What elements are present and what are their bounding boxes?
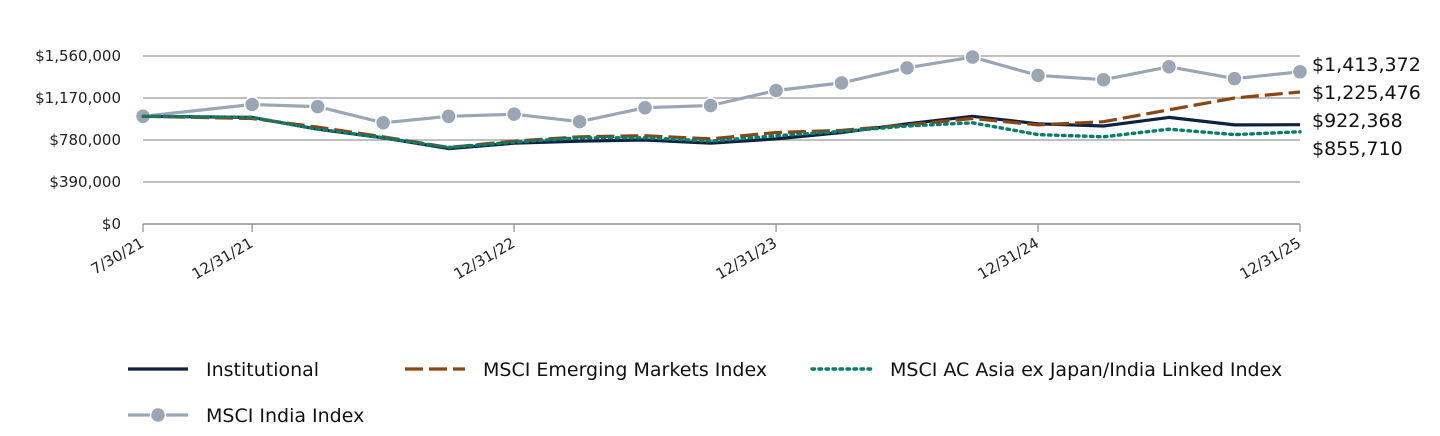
data-point-marker <box>1095 71 1112 88</box>
x-tick-label: 12/31/21 <box>189 234 256 283</box>
y-tick-label: $1,560,000 <box>35 47 121 65</box>
legend: Institutional MSCI Emerging Markets Index… <box>128 359 1282 427</box>
data-point-marker <box>833 74 850 92</box>
end-value-label: $1,225,476 <box>1312 82 1421 104</box>
data-point-marker <box>898 59 916 77</box>
data-point-marker <box>1160 58 1178 76</box>
data-point-marker <box>440 108 457 125</box>
legend-item: Institutional <box>128 359 319 381</box>
data-point-marker <box>374 114 392 132</box>
data-point-marker <box>702 97 719 114</box>
x-tick-label: 7/30/21 <box>88 234 147 279</box>
y-tick-label: $0 <box>102 215 121 233</box>
legend-label: MSCI Emerging Markets Index <box>483 359 767 381</box>
y-tick-label: $780,000 <box>49 131 121 149</box>
end-label-layer: $1,413,372 $1,225,476 $922,368 $855,710 <box>1312 54 1421 160</box>
end-value-label: $922,368 <box>1312 110 1403 132</box>
data-point-marker <box>1226 70 1243 87</box>
data-point-marker <box>571 113 588 130</box>
x-tick-label: 12/31/22 <box>451 234 518 283</box>
end-value-label: $855,710 <box>1312 138 1403 160</box>
data-point-marker <box>636 99 654 116</box>
legend-item: MSCI India Index <box>128 405 364 427</box>
axis-layer: $0 $390,000 $780,000 $1,170,000 $1,560,000 7/… <box>35 47 1304 283</box>
legend-marker <box>149 406 167 424</box>
data-point-marker <box>767 82 785 99</box>
legend-label: MSCI India Index <box>206 405 364 427</box>
y-tick-label: $1,170,000 <box>35 89 121 107</box>
legend-label: Institutional <box>206 359 319 381</box>
data-point-marker <box>505 105 523 123</box>
data-point-marker <box>243 96 261 113</box>
data-point-marker <box>309 98 326 115</box>
x-tick-label: 12/31/25 <box>1237 234 1304 283</box>
end-value-label: $1,413,372 <box>1312 54 1421 76</box>
legend-label: MSCI AC Asia ex Japan/India Linked Index <box>890 359 1282 381</box>
y-tick-label: $390,000 <box>49 173 121 191</box>
series-line-msci-ac-asia-ex-japan-india-linked-index <box>141 114 1302 150</box>
data-point-marker <box>964 48 981 66</box>
data-point-marker <box>1029 67 1047 84</box>
series-layer <box>134 48 1309 151</box>
legend-item: MSCI Emerging Markets Index <box>405 359 767 381</box>
series-line-msci-india-index <box>142 55 1301 125</box>
data-point-marker <box>1291 63 1309 81</box>
x-tick-label: 12/31/24 <box>975 234 1042 283</box>
legend-item: MSCI AC Asia ex Japan/India Linked Index <box>810 359 1282 381</box>
x-tick-label: 12/31/23 <box>713 234 780 283</box>
